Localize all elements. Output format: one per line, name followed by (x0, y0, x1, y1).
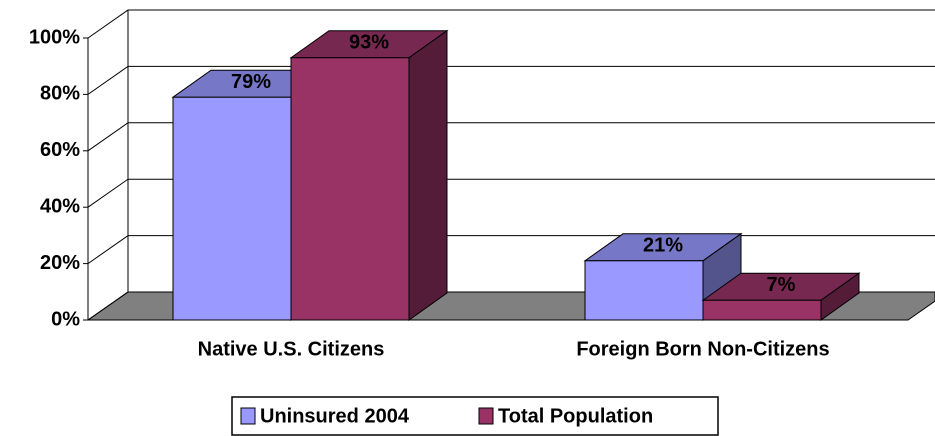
x-tick-label: Native U.S. Citizens (198, 338, 385, 360)
grid-line (87, 178, 935, 208)
bar (702, 299, 822, 321)
y-tick-label: 40% (40, 195, 80, 217)
bar (584, 260, 704, 321)
y-tick-label: 80% (40, 83, 80, 105)
grid-line (87, 9, 935, 39)
data-label: 21% (643, 235, 683, 257)
data-label: 93% (349, 32, 389, 54)
data-label: 7% (767, 274, 796, 296)
bar (172, 96, 292, 321)
bar-side (408, 29, 448, 321)
legend-swatch (240, 407, 256, 425)
legend-label: Total Population (498, 405, 653, 427)
data-label: 79% (231, 71, 271, 93)
y-tick-label: 20% (40, 252, 80, 274)
grid-line (87, 65, 935, 95)
legend-label: Uninsured 2004 (260, 405, 410, 427)
x-tick-label: Foreign Born Non-Citizens (576, 338, 829, 360)
legend-box (231, 396, 719, 436)
y-tick-label: 0% (51, 308, 80, 330)
bar (290, 57, 410, 321)
legend-swatch (478, 407, 494, 425)
y-tick-label: 100% (29, 26, 80, 48)
grid-line (87, 122, 935, 152)
y-tick-label: 60% (40, 139, 80, 161)
